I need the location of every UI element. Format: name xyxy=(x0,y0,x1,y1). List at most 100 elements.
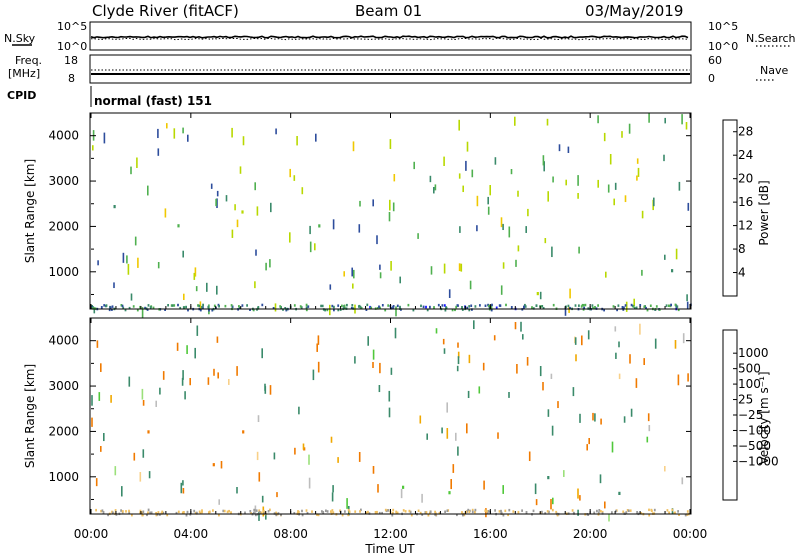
ground-scatter-cell xyxy=(365,511,367,515)
scatter-cell xyxy=(664,466,666,472)
ground-scatter-cell xyxy=(532,509,535,513)
scatter-cell xyxy=(563,470,565,477)
scatter-cell xyxy=(254,182,256,191)
scatter-cell xyxy=(574,337,577,345)
ground-scatter-cell xyxy=(471,308,473,311)
ground-scatter-cell xyxy=(139,511,142,515)
ground-scatter-cell xyxy=(91,307,94,310)
ground-scatter-cell xyxy=(461,511,463,514)
scatter-cell xyxy=(628,123,631,134)
scatter-cell xyxy=(186,345,188,355)
scatter-cell xyxy=(294,447,296,455)
ground-scatter-cell xyxy=(670,303,672,307)
y-tick-label: 2000 xyxy=(48,424,79,438)
ground-scatter-cell xyxy=(262,509,265,513)
scatter-cell xyxy=(213,368,215,376)
scatter-cell xyxy=(527,208,529,217)
ground-scatter-cell xyxy=(396,511,399,515)
ground-scatter-cell xyxy=(95,508,97,512)
scatter-cell xyxy=(236,366,238,376)
freq-panel xyxy=(89,54,692,84)
scatter-cell xyxy=(318,224,321,228)
ground-scatter-cell xyxy=(523,305,525,309)
ground-scatter-cell xyxy=(584,303,587,307)
ground-scatter-cell xyxy=(444,510,446,513)
ground-scatter-cell xyxy=(611,511,613,514)
scatter-cell xyxy=(482,362,485,371)
ground-scatter-cell xyxy=(181,511,184,514)
ground-scatter-cell xyxy=(429,511,431,515)
scatter-cell xyxy=(609,154,612,165)
scatter-cell xyxy=(210,183,213,189)
scatter-cell xyxy=(633,298,635,307)
ground-scatter-cell xyxy=(541,510,543,514)
scatter-cell xyxy=(604,501,606,509)
scatter-cell xyxy=(493,335,496,341)
scatter-cell xyxy=(91,417,93,427)
ground-scatter-cell xyxy=(173,304,176,307)
scatter-cell xyxy=(458,119,460,131)
scatter-cell xyxy=(441,427,443,434)
ground-scatter-cell xyxy=(498,510,501,513)
scatter-cell xyxy=(502,223,504,231)
scatter-cell xyxy=(517,245,520,252)
ground-scatter-cell xyxy=(391,514,394,517)
ground-scatter-cell xyxy=(147,508,150,512)
scatter-cell xyxy=(182,370,184,380)
ground-scatter-cell xyxy=(120,304,123,307)
ground-scatter-cell xyxy=(376,307,379,310)
ground-scatter-cell xyxy=(445,306,447,309)
power-heatmap xyxy=(91,113,692,318)
ground-scatter-cell xyxy=(640,512,643,515)
ground-scatter-cell xyxy=(490,305,492,308)
ground-scatter-cell xyxy=(376,510,378,514)
ground-scatter-cell xyxy=(171,304,174,307)
ground-scatter-cell xyxy=(306,512,309,515)
scatter-cell xyxy=(258,472,261,482)
scatter-cell xyxy=(162,371,165,380)
ground-scatter-cell xyxy=(379,306,381,310)
ground-scatter-cell xyxy=(548,510,550,514)
x-axis-label: Time UT xyxy=(364,542,415,554)
ground-scatter-cell xyxy=(650,508,653,512)
ground-scatter-cell xyxy=(374,511,377,514)
ground-scatter-cell xyxy=(300,306,303,309)
scatter-cell xyxy=(141,307,144,318)
ground-scatter-cell xyxy=(142,510,145,513)
scatter-cell xyxy=(457,351,460,358)
scatter-cell xyxy=(600,418,602,425)
scatter-cell xyxy=(241,210,244,214)
ground-scatter-cell xyxy=(462,513,465,517)
ground-scatter-cell xyxy=(639,304,642,307)
scatter-cell xyxy=(435,328,438,334)
scatter-cell xyxy=(671,269,674,273)
ground-scatter-cell xyxy=(392,306,394,309)
ground-scatter-cell xyxy=(131,513,133,517)
scatter-cell xyxy=(157,128,159,139)
ground-scatter-cell xyxy=(341,304,343,308)
scatter-cell xyxy=(419,415,422,424)
ground-scatter-cell xyxy=(626,509,629,512)
scatter-cell xyxy=(332,219,335,230)
ground-scatter-cell xyxy=(347,508,350,512)
colorbar-tick-label: −25 xyxy=(738,408,763,422)
scatter-cell xyxy=(122,252,125,263)
ground-scatter-cell xyxy=(120,509,122,512)
ground-scatter-cell xyxy=(152,306,155,310)
ground-scatter-cell xyxy=(185,305,187,309)
ground-scatter-cell xyxy=(491,303,493,307)
scatter-cell xyxy=(639,323,641,335)
scatter-cell xyxy=(681,477,684,485)
scatter-cell xyxy=(331,492,334,502)
scatter-cell xyxy=(565,179,567,186)
cpid-label: CPID xyxy=(7,89,36,102)
scatter-cell xyxy=(542,155,545,166)
scatter-cell xyxy=(236,219,239,228)
ground-scatter-cell xyxy=(160,512,163,515)
freq-unit-label: [MHz] xyxy=(8,67,40,80)
ground-scatter-cell xyxy=(490,308,493,312)
scatter-cell xyxy=(173,128,176,139)
scatter-cell xyxy=(130,293,133,301)
ground-scatter-cell xyxy=(674,303,677,307)
scatter-cell xyxy=(216,336,219,343)
